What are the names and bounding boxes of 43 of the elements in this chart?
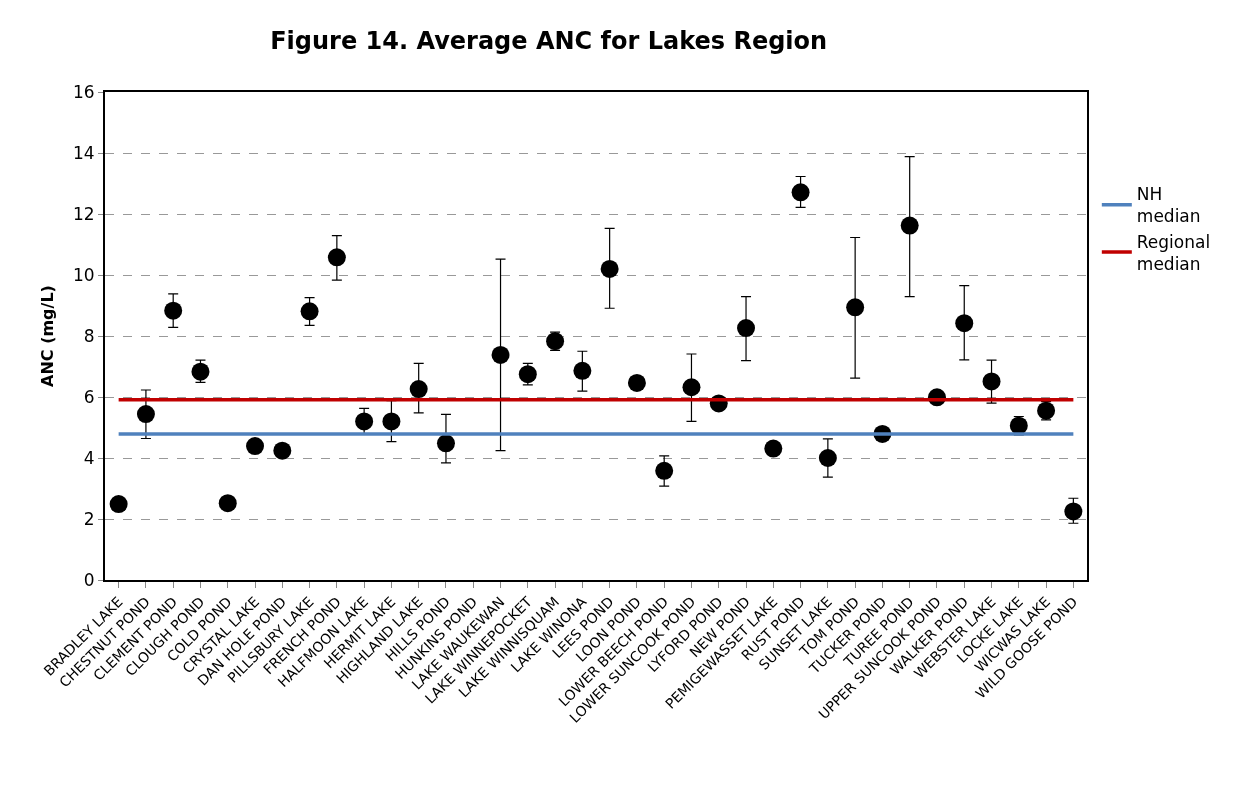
y-tick-label: 8: [83, 325, 95, 346]
point: [982, 372, 1001, 391]
point: [1064, 502, 1083, 521]
point: [327, 248, 346, 267]
y-tick-label: 14: [72, 142, 95, 163]
point: [273, 441, 292, 460]
y-tick-label: 16: [72, 81, 95, 102]
point: [355, 412, 374, 431]
point: [518, 365, 537, 384]
point: [846, 298, 865, 317]
y-tick-label: 0: [83, 569, 95, 590]
point: [573, 361, 592, 380]
point: [218, 494, 237, 513]
point: [655, 461, 674, 480]
chart-title: Figure 14. Average ANC for Lakes Region: [270, 27, 828, 55]
point: [764, 439, 783, 458]
point: [682, 378, 701, 397]
point: [546, 332, 565, 351]
point: [246, 437, 265, 456]
point: [600, 259, 619, 278]
y-axis-title: ANC (mg/L): [38, 285, 58, 387]
point: [791, 183, 810, 202]
point: [491, 345, 510, 364]
point: [409, 380, 428, 399]
y-tick-label: 10: [72, 264, 95, 285]
point: [737, 319, 756, 338]
point: [900, 216, 919, 235]
legend-label: NH median: [1136, 184, 1201, 227]
point: [436, 434, 455, 453]
legend-label: Regional median: [1136, 231, 1211, 274]
point: [627, 373, 646, 392]
point: [382, 412, 401, 431]
y-tick-label: 12: [72, 203, 95, 224]
point: [164, 301, 183, 320]
y-tick-label: 2: [83, 508, 95, 529]
point: [109, 495, 128, 514]
y-tick-label: 4: [83, 447, 95, 468]
point: [136, 405, 155, 424]
point: [1037, 401, 1056, 420]
point: [955, 314, 974, 333]
y-tick-label: 6: [83, 386, 95, 407]
point: [300, 302, 319, 321]
point: [818, 449, 837, 467]
